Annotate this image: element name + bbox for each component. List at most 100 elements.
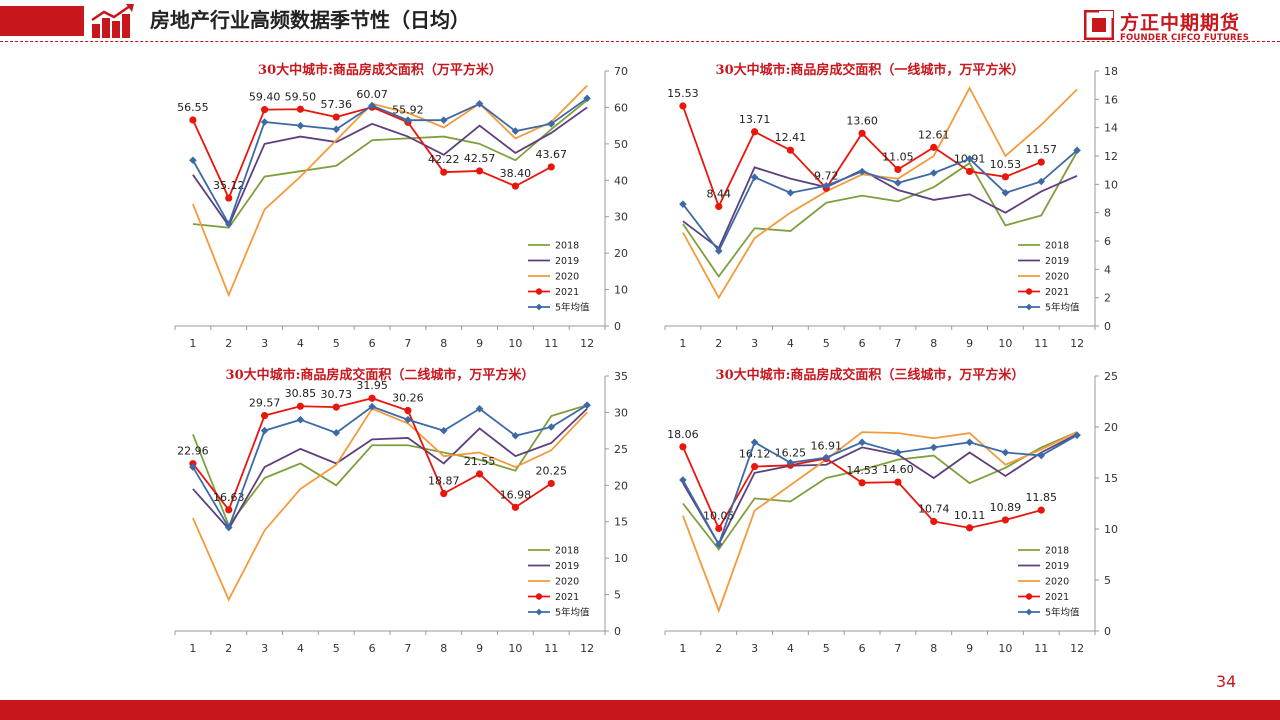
legend-label: 2018: [555, 546, 579, 557]
series-line: [192, 106, 588, 228]
data-label: 16.25: [775, 446, 807, 459]
x-tick-label: 8: [440, 642, 447, 655]
data-label: 10.53: [990, 158, 1022, 171]
data-point: [547, 163, 555, 171]
header-divider: [0, 41, 1280, 42]
data-point: [440, 489, 448, 498]
page-title: 房地产行业高频数据季节性（日均）: [150, 8, 470, 32]
data-label: 13.60: [846, 114, 878, 127]
data-point: [547, 479, 555, 488]
data-point: [1037, 451, 1046, 460]
y-tick-label: 0: [1104, 625, 1111, 638]
y-tick-label: 0: [614, 320, 621, 333]
legend-label: 2020: [555, 272, 579, 283]
page-number: 34: [1216, 672, 1237, 691]
chart-tier3-svg: 30大中城市:商品房成交面积（三线城市，万平方米）1 2 3 4 5 6 7 8 9 10 11 12…: [664, 367, 1118, 655]
data-point: [296, 402, 305, 410]
data-point: [679, 102, 687, 110]
x-tick-label: 12: [1070, 337, 1084, 350]
x-tick-label: 3: [751, 642, 758, 655]
company-logo: 方正中期期货 FOUNDER CIFCO FUTURES: [1084, 10, 1274, 46]
x-tick-label: 1: [189, 337, 196, 350]
data-point: [511, 127, 520, 135]
legend-label: 2021: [1045, 592, 1069, 603]
series-line: [682, 166, 1078, 250]
data-point: [715, 202, 723, 211]
data-point: [260, 106, 269, 114]
y-tick-label: 70: [614, 65, 628, 78]
chart-tier1-svg: 30大中城市:商品房成交面积（一线城市，万平方米）1 2 3 4 5 6 7 8 9 10 11 12…: [664, 62, 1118, 350]
data-label: 8.44: [707, 187, 732, 200]
x-tick-label: 10: [998, 642, 1012, 655]
data-point: [894, 478, 902, 486]
data-point: [929, 443, 938, 452]
data-point: [679, 476, 687, 484]
chart-total-svg: 30大中城市:商品房成交面积（万平方米）1 2 3 4 5 6 7 8 9 10 11 1201020…: [174, 62, 628, 350]
data-point: [1001, 173, 1010, 181]
data-point: [225, 506, 233, 514]
data-label: 29.57: [249, 397, 280, 410]
legend-label: 5年均值: [1045, 607, 1080, 619]
company-name-en: FOUNDER CIFCO FUTURES: [1120, 33, 1250, 43]
x-tick-label: 7: [404, 337, 411, 350]
legend-item: 2018: [528, 241, 579, 252]
data-point: [894, 179, 902, 187]
series-line: [682, 446, 1042, 531]
series-line: [192, 99, 588, 229]
data-point: [858, 167, 866, 176]
data-label: 30.73: [321, 388, 353, 401]
data-label: 60.07: [356, 88, 388, 101]
data-label: 11.57: [1026, 143, 1058, 156]
data-label: 10.89: [990, 501, 1022, 514]
x-tick-label: 9: [966, 642, 973, 655]
data-label: 10.11: [954, 509, 986, 522]
y-tick-label: 20: [1104, 421, 1118, 434]
legend: 2018 2019 2020 2021 5年均值: [528, 241, 590, 314]
x-tick-label: 8: [930, 337, 937, 350]
series-2021: 15.53 8.44 13.71 12.41 9.72 13.60 11.05 12.61 10…: [667, 87, 1058, 211]
data-label: 15.53: [667, 87, 699, 100]
legend-item: 5年均值: [1018, 302, 1080, 314]
y-tick-label: 35: [614, 370, 628, 383]
data-label: 59.40: [249, 91, 280, 104]
series-line: [192, 84, 588, 298]
legend-item: 2021: [528, 592, 579, 603]
x-tick-label: 6: [859, 337, 866, 350]
legend-label: 2019: [555, 256, 579, 267]
series-line: [682, 431, 1078, 614]
x-tick-label: 10: [998, 337, 1012, 350]
legend-label: 2019: [1045, 256, 1069, 267]
data-point: [965, 155, 974, 163]
x-tick-label: 3: [751, 337, 758, 350]
data-point: [225, 194, 233, 202]
x-tick-label: 10: [508, 337, 522, 350]
series-2019: [192, 106, 588, 228]
legend-label: 2020: [1045, 272, 1069, 283]
data-point: [965, 167, 974, 176]
legend-marker: [535, 288, 543, 295]
data-point: [965, 524, 974, 532]
data-point: [750, 173, 759, 182]
data-label: 14.53: [846, 464, 878, 477]
legend-item: 5年均值: [1018, 607, 1080, 619]
legend-item: 2019: [528, 561, 579, 572]
data-label: 11.85: [1026, 491, 1058, 504]
legend-label: 2021: [555, 592, 579, 603]
series-5年均值: [679, 146, 1081, 255]
y-tick-label: 4: [1104, 263, 1111, 276]
y-tick-label: 15: [1104, 472, 1118, 485]
legend-label: 2020: [1045, 577, 1069, 588]
x-tick-label: 2: [715, 337, 722, 350]
legend-item: 2021: [528, 287, 579, 298]
founder-logo-icon: [1084, 10, 1114, 40]
series-2019: [682, 166, 1078, 250]
data-label: 12.61: [918, 128, 950, 141]
data-point: [475, 167, 484, 175]
legend-marker: [535, 593, 543, 600]
y-tick-label: 50: [614, 138, 628, 151]
data-label: 55.92: [392, 103, 424, 116]
x-tick-label: 8: [440, 337, 447, 350]
data-label: 59.50: [285, 90, 317, 103]
x-tick-label: 6: [369, 337, 376, 350]
data-point: [750, 438, 759, 447]
